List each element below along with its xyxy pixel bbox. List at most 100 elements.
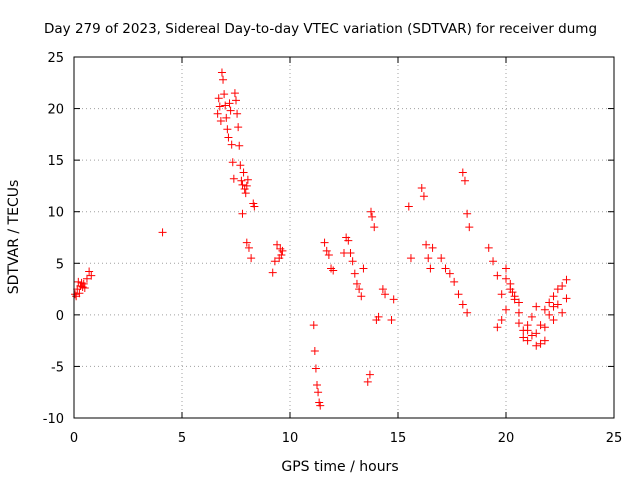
data-point <box>82 274 91 283</box>
data-point <box>85 267 94 276</box>
data-point <box>309 321 318 330</box>
data-point <box>350 269 359 278</box>
data-point <box>378 285 387 294</box>
data-point <box>327 264 336 273</box>
data-point <box>365 370 374 379</box>
data-point <box>346 248 355 257</box>
data-point <box>77 278 86 287</box>
data-point <box>545 310 554 319</box>
data-point <box>454 290 463 299</box>
data-point <box>273 240 282 249</box>
y-tick-labels: -10 -5 0 5 10 15 20 25 <box>43 51 64 427</box>
data-point <box>489 257 498 266</box>
data-point <box>493 271 502 280</box>
data-point <box>316 401 325 410</box>
data-point <box>422 240 431 249</box>
y-tick-label: 0 <box>56 309 64 324</box>
data-point <box>368 212 377 221</box>
data-point <box>250 202 259 211</box>
data-point <box>370 223 379 232</box>
data-point <box>510 292 519 301</box>
y-tick-label: 10 <box>47 206 64 221</box>
data-point <box>228 158 237 167</box>
data-point <box>359 264 368 273</box>
data-point <box>426 264 435 273</box>
data-point <box>215 102 224 111</box>
data-point <box>441 264 450 273</box>
data-point <box>419 192 428 201</box>
data-point <box>540 323 549 332</box>
data-point <box>158 228 167 237</box>
data-point <box>220 90 229 99</box>
y-tick-label: 25 <box>47 51 64 66</box>
data-point <box>221 101 230 110</box>
data-point <box>502 264 510 273</box>
y-tick-label: 15 <box>47 154 64 169</box>
data-point <box>344 236 353 245</box>
data-point <box>311 364 320 373</box>
data-point <box>493 323 502 332</box>
data-point <box>458 300 467 309</box>
data-point <box>508 288 517 297</box>
data-point <box>239 168 248 177</box>
y-tick-label: -10 <box>43 412 64 427</box>
data-point <box>497 316 506 325</box>
data-point <box>532 341 541 350</box>
data-point <box>276 244 285 253</box>
data-point <box>463 209 472 218</box>
data-point <box>270 257 279 266</box>
x-tick-label: 5 <box>178 431 186 446</box>
data-point <box>536 321 545 330</box>
data-point <box>532 329 541 338</box>
data-point <box>75 289 84 298</box>
data-point <box>562 294 571 303</box>
data-point <box>216 116 225 125</box>
data-point <box>214 94 223 103</box>
data-point <box>540 336 549 345</box>
data-point <box>241 189 250 198</box>
data-point <box>523 321 532 330</box>
data-point <box>235 141 244 150</box>
data-point <box>450 277 459 286</box>
grid-lines <box>74 57 614 418</box>
data-point <box>213 109 222 118</box>
data-point <box>355 285 364 294</box>
data-point <box>558 308 567 317</box>
data-point <box>234 123 243 132</box>
data-point <box>514 319 523 328</box>
y-tick-label: 20 <box>47 103 64 118</box>
data-point <box>374 312 383 321</box>
data-point <box>540 305 549 314</box>
x-tick-labels: 0 5 10 15 20 25 <box>70 431 622 446</box>
data-point <box>536 339 545 348</box>
data-point <box>527 312 536 321</box>
x-tick-label: 25 <box>606 431 623 446</box>
data-point <box>87 271 96 280</box>
data-point <box>553 285 562 294</box>
data-point <box>465 223 474 232</box>
x-axis-label: GPS time / hours <box>281 459 398 475</box>
data-point <box>236 161 245 170</box>
chart-title: Day 279 of 2023, Sidereal Day-to-day VTE… <box>44 21 597 37</box>
data-point <box>229 174 238 183</box>
data-point <box>545 298 554 307</box>
data-point <box>277 251 286 260</box>
data-point <box>352 279 361 288</box>
data-point <box>389 295 398 304</box>
x-tick-label: 10 <box>282 431 299 446</box>
data-point <box>417 183 426 192</box>
data-point <box>223 125 232 134</box>
x-tick-label: 0 <box>70 431 78 446</box>
data-point <box>219 75 228 84</box>
data-point <box>506 279 515 288</box>
data-point <box>217 68 226 77</box>
data-point <box>549 302 558 311</box>
data-point <box>460 176 469 185</box>
data-point <box>80 284 89 293</box>
data-point <box>484 243 493 252</box>
data-point <box>514 298 523 307</box>
y-tick-label: 5 <box>56 257 64 272</box>
data-point <box>558 281 567 290</box>
data-point <box>497 290 506 299</box>
